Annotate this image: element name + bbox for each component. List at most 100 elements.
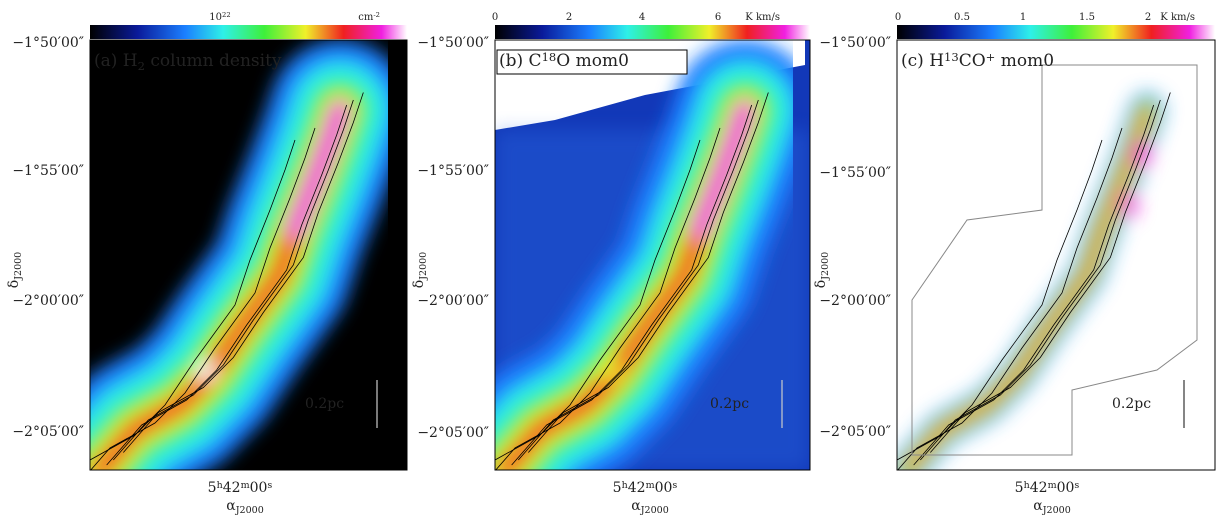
y-tick-label: −1°55′00″ — [819, 165, 891, 181]
contour — [90, 127, 316, 470]
colorbar-tick-label-part: 1 — [1020, 12, 1026, 23]
map-image — [90, 40, 407, 470]
x-tick-label-part: 00 — [1057, 480, 1075, 496]
scale-label: 0.2pc — [710, 396, 749, 412]
x-tick-label-part: 00 — [250, 480, 268, 496]
colorbar-tick-label-part: 0 — [492, 12, 498, 23]
x-tick-label-part: 5 — [613, 480, 622, 496]
contour — [528, 92, 769, 453]
y-tick-label: −1°50′00″ — [819, 35, 891, 51]
filament — [90, 40, 407, 470]
panel-title: (a) H2 column density — [94, 51, 282, 73]
filament-layer — [903, 106, 1151, 470]
colorbar-tick-label: 0 — [895, 12, 901, 23]
x-axis-label: αJ2000 — [631, 498, 669, 516]
colorbar-tick-label-part: 4 — [639, 12, 645, 23]
colorbar-tick-label-part: 0 — [895, 12, 901, 23]
panel-title-part: (c) H — [901, 51, 944, 71]
contour — [123, 92, 364, 453]
coverage-outline — [911, 64, 1198, 456]
x-axis-label-part: J2000 — [1042, 505, 1071, 516]
y-tick-label: −1°55′00″ — [12, 163, 84, 179]
x-axis-label-part: α — [631, 498, 641, 514]
colorbar-unit: cm-2 — [358, 11, 380, 23]
x-axis-label: αJ2000 — [226, 498, 264, 516]
x-tick-label-part: m — [241, 480, 250, 491]
panel-title-part: (a) H — [94, 51, 138, 71]
title-box — [496, 49, 688, 75]
contour — [511, 104, 753, 466]
y-axis-label-part: δ — [813, 280, 829, 288]
colorbar — [897, 25, 1215, 39]
panel-title: (c) H13CO+ mom0 — [901, 50, 1054, 71]
x-tick-label-part: m — [1048, 480, 1057, 491]
colorbar-tick-label: 1.5 — [1079, 12, 1095, 23]
filament — [495, 40, 810, 470]
panel-title-part: 2 — [138, 59, 145, 73]
colorbar-tick-label-part: 0.5 — [954, 12, 970, 23]
colorbar-tick-label: 2 — [1145, 12, 1151, 23]
x-tick-label-part: h — [1024, 480, 1030, 491]
map-frame — [494, 39, 811, 471]
y-axis-label: δJ2000 — [813, 252, 831, 288]
panel-title-part: + — [986, 50, 996, 64]
x-tick-label-part: 5 — [1015, 480, 1024, 496]
x-tick-label-part: 42 — [1030, 480, 1048, 496]
colorbar-tick-label-part: 6 — [715, 12, 721, 23]
colorbar-tick-label: 4 — [639, 12, 645, 23]
filament-layer — [690, 100, 755, 240]
colorbar-tick-label-part: 22 — [222, 11, 231, 19]
panel-title-part: (b) C — [499, 51, 542, 71]
colorbar-tick-label: 0.5 — [954, 12, 970, 23]
x-tick-label-part: 42 — [223, 480, 241, 496]
panel-title-part: mom0 — [995, 51, 1054, 71]
y-tick-label: −2°00′00″ — [417, 293, 489, 309]
colorbar-tick-label: 0 — [492, 12, 498, 23]
map-frame — [896, 39, 1216, 471]
y-tick-label: −2°05′00″ — [417, 425, 489, 441]
panel-title-part: CO — [959, 51, 986, 71]
x-axis-label-part: J2000 — [235, 505, 264, 516]
y-tick-label: −1°55′00″ — [417, 163, 489, 179]
colorbar-unit-part: K km/s — [1160, 12, 1195, 23]
contour — [495, 139, 701, 461]
map-image — [495, 40, 810, 470]
scale-label: 0.2pc — [1112, 396, 1151, 412]
core — [1121, 193, 1137, 217]
panel-title-part: column density — [145, 51, 282, 71]
map-image — [897, 40, 1215, 470]
colorbar — [495, 25, 810, 39]
colorbar-tick-label: 6 — [715, 12, 721, 23]
colorbar-tick-label-part: 2 — [1145, 12, 1151, 23]
x-tick-label-part: 5 — [208, 480, 217, 496]
panel-title: (b) C18O mom0 — [499, 50, 629, 71]
contour — [90, 139, 296, 461]
colorbar-tick-label-part: 2 — [566, 12, 572, 23]
x-axis-label-part: α — [226, 498, 236, 514]
y-axis-label-part: J2000 — [13, 252, 24, 281]
y-axis-label-part: δ — [411, 280, 427, 288]
filament — [897, 93, 1164, 470]
y-tick-label: −2°00′00″ — [819, 293, 891, 309]
y-tick-label: −1°50′00″ — [417, 35, 489, 51]
y-axis-label: δJ2000 — [411, 252, 429, 288]
contour — [913, 104, 1155, 466]
y-tick-label: −2°05′00″ — [12, 424, 84, 440]
x-tick-label-part: s — [1074, 480, 1079, 491]
x-tick-label-part: m — [646, 480, 655, 491]
panel-title-part: O mom0 — [556, 51, 629, 71]
map-frame — [89, 39, 408, 471]
contour — [897, 127, 1123, 470]
colorbar-tick-label-part: 1.5 — [1079, 12, 1095, 23]
x-tick-label-part: s — [267, 480, 272, 491]
map-background — [897, 40, 1215, 470]
contour — [897, 139, 1103, 461]
colorbar-tick-label: 2 — [566, 12, 572, 23]
colorbar-tick-label: 1022 — [209, 11, 230, 23]
colorbar-unit-part: K km/s — [745, 12, 780, 23]
x-tick-label-part: h — [622, 480, 628, 491]
x-tick-label: 5h42m00s — [613, 480, 678, 497]
x-axis-label-part: α — [1033, 498, 1043, 514]
y-tick-label: −2°05′00″ — [819, 424, 891, 440]
